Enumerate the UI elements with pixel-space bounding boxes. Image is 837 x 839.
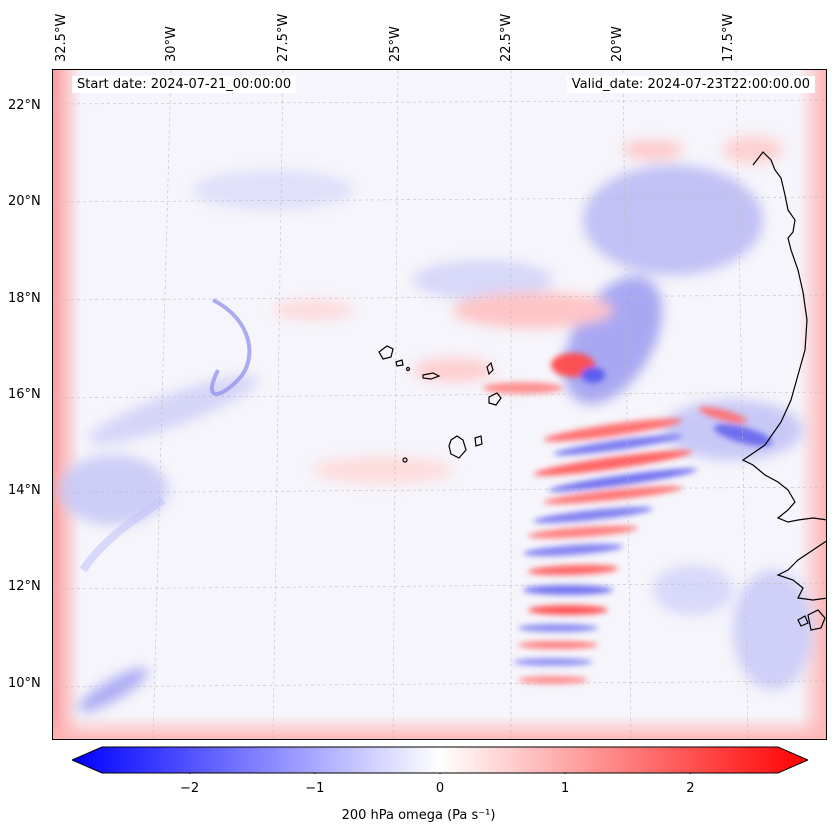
- lon-label-32-5w: 32.5°W: [54, 13, 69, 62]
- lat-label-14n: 14°N: [8, 483, 41, 498]
- africa-coast-south: [776, 540, 826, 601]
- lat-label-20n: 20°N: [8, 194, 41, 209]
- colorbar-tick-label: −2: [180, 781, 200, 796]
- map-canvas: [53, 70, 826, 739]
- cape-verde-islands: [378, 345, 502, 463]
- lat-label-22n: 22°N: [8, 98, 41, 113]
- colorbar-graphic: [70, 746, 810, 777]
- colorbar-tick-label: −1: [305, 781, 325, 796]
- wave-bands: [483, 353, 773, 684]
- colorbar-body: [70, 746, 810, 774]
- omega-field: [53, 70, 826, 739]
- colorbar-tick-label: 2: [686, 781, 695, 796]
- colorbar-tick-label: 0: [435, 781, 445, 796]
- colorbar-tick-label: 1: [561, 781, 570, 796]
- lat-label-10n: 10°N: [8, 676, 41, 691]
- lon-label-22-5w: 22.5°W: [499, 13, 514, 62]
- colorbar-label: 200 hPa omega (Pa s⁻¹): [341, 808, 496, 823]
- bottom-boundary-zone: [53, 715, 826, 739]
- lat-label-16n: 16°N: [8, 387, 41, 402]
- lon-label-25w: 25°W: [388, 26, 403, 62]
- lon-label-30w: 30°W: [164, 26, 179, 62]
- valid-date-label: Valid_date: 2024-07-23T22:00:00.00: [566, 76, 815, 93]
- lon-label-17-5w: 17.5°W: [721, 13, 736, 62]
- bijagos: [807, 609, 826, 631]
- lon-label-27-5w: 27.5°W: [276, 13, 291, 62]
- lon-label-20w: 20°W: [610, 26, 625, 62]
- lat-label-12n: 12°N: [8, 579, 41, 594]
- map-panel: [52, 69, 827, 740]
- left-boundary-zone: [53, 70, 81, 739]
- gridlines: [53, 70, 826, 739]
- lat-label-18n: 18°N: [8, 291, 41, 306]
- start-date-label: Start date: 2024-07-21_00:00:00: [72, 76, 297, 93]
- bijagos-2: [797, 615, 809, 627]
- coastline: [741, 151, 826, 631]
- colorbar: [70, 746, 810, 777]
- africa-coast: [741, 151, 826, 523]
